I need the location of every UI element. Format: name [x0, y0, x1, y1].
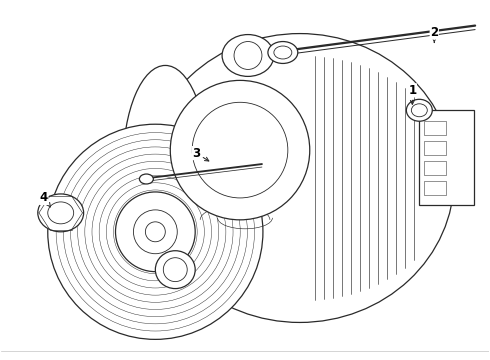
Ellipse shape [274, 46, 292, 59]
Circle shape [171, 80, 310, 220]
Text: 2: 2 [430, 26, 439, 42]
Circle shape [146, 222, 165, 242]
Ellipse shape [140, 174, 153, 184]
Ellipse shape [268, 41, 298, 63]
Ellipse shape [38, 194, 84, 232]
Ellipse shape [123, 66, 208, 265]
Circle shape [192, 102, 288, 198]
Ellipse shape [48, 202, 74, 224]
Text: 4: 4 [40, 192, 50, 207]
FancyBboxPatch shape [424, 141, 446, 155]
Ellipse shape [222, 35, 274, 76]
FancyBboxPatch shape [424, 161, 446, 175]
Circle shape [116, 192, 195, 272]
FancyBboxPatch shape [424, 181, 446, 195]
Circle shape [133, 210, 177, 254]
Ellipse shape [146, 33, 454, 323]
FancyBboxPatch shape [424, 121, 446, 135]
Text: 1: 1 [408, 84, 416, 104]
Circle shape [234, 41, 262, 69]
Circle shape [48, 124, 263, 339]
Circle shape [163, 258, 187, 282]
Ellipse shape [412, 104, 427, 117]
Ellipse shape [406, 99, 432, 121]
FancyBboxPatch shape [419, 110, 474, 205]
Text: 3: 3 [192, 147, 209, 161]
Ellipse shape [155, 251, 195, 289]
